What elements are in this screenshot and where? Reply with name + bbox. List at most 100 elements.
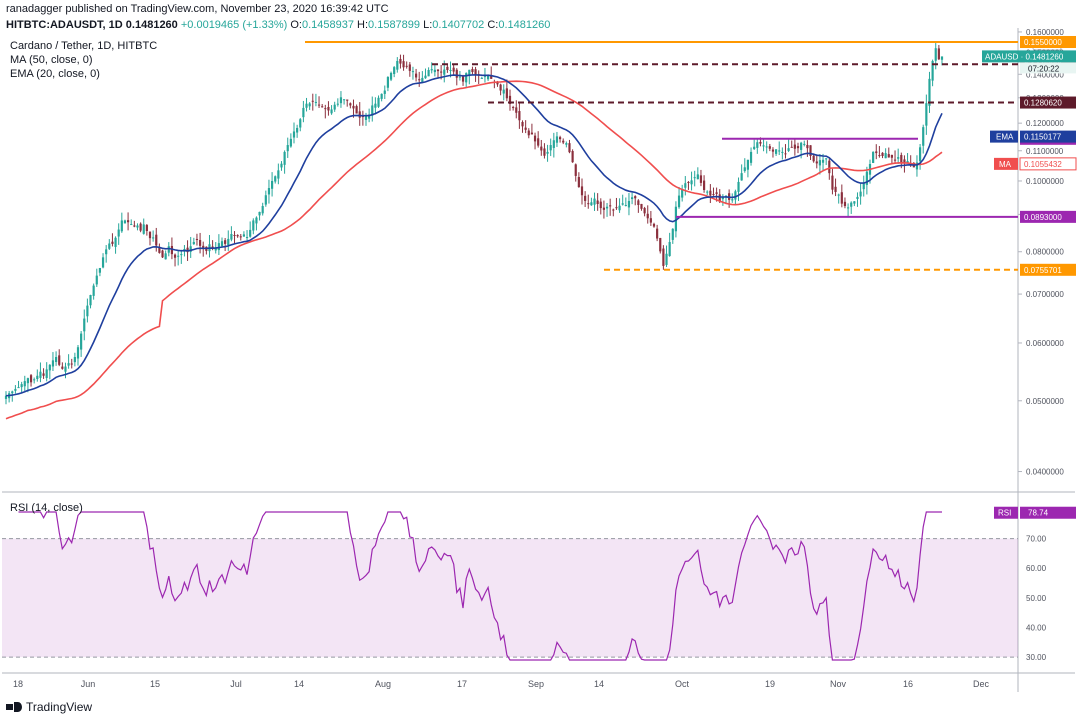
candle-body: [421, 77, 424, 83]
candle-body: [105, 249, 108, 255]
candle-body: [596, 200, 599, 204]
candle-body: [76, 347, 80, 359]
candle-body: [458, 76, 462, 78]
candle-body: [471, 69, 474, 73]
time-tick-label: 14: [294, 679, 304, 689]
candle-body: [502, 89, 505, 94]
candle-body: [261, 206, 264, 214]
candle-body: [198, 239, 202, 246]
candle-body: [480, 77, 483, 79]
candle-body: [402, 61, 405, 68]
candle-body: [699, 175, 703, 183]
candle-body: [95, 275, 98, 285]
candle-body: [821, 159, 825, 163]
candle-body: [374, 103, 377, 108]
candle-body: [80, 333, 83, 350]
price-tick-label: 0.1400000: [1026, 70, 1064, 79]
ema-badge: [1020, 130, 1076, 143]
time-tick-label: Aug: [375, 679, 391, 689]
candle-body: [515, 107, 518, 113]
candle-body: [258, 211, 261, 216]
candle-body: [167, 246, 170, 253]
candle-body: [371, 105, 374, 116]
candle-body: [424, 75, 427, 79]
countdown-label: 07:20:22: [1028, 64, 1060, 73]
time-tick-label: 14: [594, 679, 604, 689]
candle-body: [850, 202, 853, 207]
candle-body: [706, 191, 709, 193]
candle-body: [114, 237, 117, 247]
candle-body: [123, 220, 127, 224]
candle-body: [280, 163, 283, 168]
candle-body: [58, 355, 61, 365]
candle-body: [812, 155, 815, 162]
candle-body: [170, 245, 174, 255]
candle-body: [937, 48, 940, 60]
tradingview-logo[interactable]: TradingView: [6, 700, 92, 714]
candle-body: [411, 71, 415, 73]
ma50-line: [5, 80, 943, 420]
candle-body: [796, 146, 800, 149]
candle-body: [192, 241, 195, 245]
ma-badge: [1019, 157, 1077, 171]
candle-body: [302, 107, 305, 118]
candle-body: [859, 191, 862, 197]
candle-body: [29, 375, 33, 383]
candle-body: [884, 153, 887, 159]
candle-body: [380, 93, 383, 99]
candle-body: [612, 209, 615, 211]
candle-body: [558, 137, 562, 140]
time-tick-label: Sep: [528, 679, 544, 689]
candle-body: [255, 217, 258, 224]
candle-body: [389, 72, 393, 80]
candle-body: [155, 234, 158, 246]
rsi-line: [18, 511, 942, 661]
price-tick-label: 0.1000000: [1026, 177, 1064, 186]
candle-body: [20, 384, 23, 388]
last-price: 0.1481260: [125, 19, 178, 31]
candle-body: [878, 155, 881, 157]
price-badge-label: ADAUSD · 0.1481260: [985, 52, 1064, 61]
candle-body: [931, 60, 934, 81]
candle-body: [67, 363, 70, 366]
candle-body: [555, 136, 559, 143]
candle-body: [289, 138, 292, 147]
candle-body: [364, 115, 368, 120]
candle-body: [455, 69, 458, 78]
candle-body: [540, 146, 543, 151]
candle-body: [317, 104, 321, 106]
level-badge: [1020, 263, 1076, 276]
ohlc-line: HITBTC:ADAUSDT, 1D 0.1481260 +0.0019465 …: [6, 18, 550, 32]
candles: [4, 43, 944, 405]
candle-body: [339, 97, 343, 104]
low-value: 0.1407702: [432, 19, 485, 31]
price-tick-label: 0.0600000: [1026, 339, 1064, 348]
price-tick-label: 0.1200000: [1026, 119, 1064, 128]
candle-body: [383, 90, 386, 94]
candle-body: [640, 203, 643, 209]
price-tick-label: 0.0700000: [1026, 290, 1064, 299]
candle-body: [465, 73, 468, 83]
candle-body: [712, 194, 715, 196]
candle-body: [446, 66, 449, 71]
candle-body: [749, 151, 753, 163]
candle-body: [186, 247, 189, 253]
candle-body: [668, 241, 671, 256]
candle-body: [202, 245, 205, 249]
high-value: 0.1587899: [368, 19, 421, 31]
rsi-tag-label: RSI: [998, 509, 1011, 518]
candle-body: [671, 228, 674, 240]
candle-body: [45, 369, 48, 378]
time-tick-label: Jul: [230, 679, 242, 689]
candle-body: [781, 151, 784, 153]
candle-body: [753, 146, 756, 150]
candle-body: [512, 107, 515, 109]
candle-body: [468, 69, 471, 75]
candle-body: [887, 154, 890, 158]
time-tick-label: 18: [13, 679, 23, 689]
candle-body: [765, 146, 768, 148]
candle-body: [809, 145, 812, 156]
candle-body: [843, 201, 847, 207]
candle-body: [245, 237, 249, 239]
